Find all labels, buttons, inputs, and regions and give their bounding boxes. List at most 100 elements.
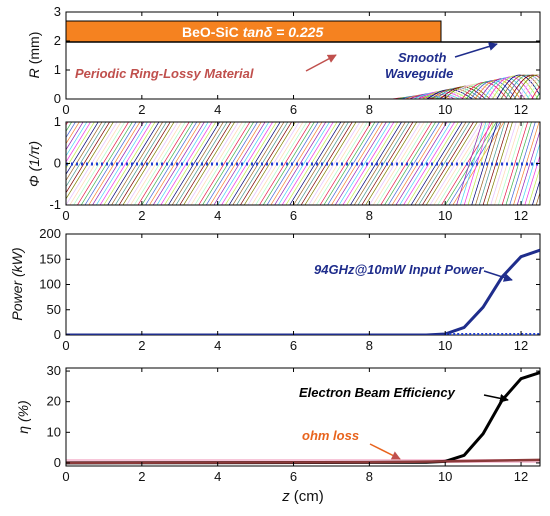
phase-line	[194, 122, 247, 205]
phase-line	[168, 122, 220, 205]
phase-line	[217, 122, 270, 205]
phase-line	[259, 122, 311, 205]
xtick-label: 6	[290, 469, 297, 484]
phase-line	[149, 122, 201, 205]
phase-line	[319, 122, 372, 205]
phase-line	[516, 129, 540, 205]
phase-line	[118, 122, 171, 205]
phase-line	[403, 122, 455, 205]
phase-line	[539, 203, 540, 205]
phase-line	[520, 142, 540, 205]
phase-line	[88, 122, 141, 205]
phase-line	[308, 122, 361, 205]
field-curve	[505, 74, 540, 99]
phase-line	[274, 122, 327, 205]
arrow-periodic-ring	[305, 54, 337, 72]
phase-line	[225, 122, 277, 205]
phase-line	[66, 122, 76, 139]
phase-line	[73, 122, 126, 205]
phase-line	[69, 122, 122, 205]
xtick-label: 12	[514, 338, 528, 353]
power-series-line	[66, 248, 540, 335]
xtick-label: 0	[62, 102, 69, 117]
field-curve	[522, 76, 540, 99]
phase-line	[179, 122, 232, 205]
phase-line	[399, 122, 452, 205]
xtick-label: 4	[214, 102, 221, 117]
ytick-label: 1	[54, 114, 61, 129]
phase-line	[152, 122, 205, 205]
ytick-label: 100	[39, 277, 61, 292]
phase-line	[66, 122, 91, 163]
field-curve	[513, 74, 540, 99]
phase-line	[418, 122, 471, 205]
ytick-label: 3	[54, 4, 61, 19]
phase-line	[357, 122, 410, 205]
xtick-label: 6	[290, 208, 297, 223]
xtick-label: 2	[138, 338, 145, 353]
phase-line	[66, 122, 80, 145]
xtick-label: 10	[438, 338, 452, 353]
ohm-loss-band	[66, 459, 540, 463]
xtick-label: 10	[438, 469, 452, 484]
phase-line	[342, 122, 395, 205]
phase-line	[232, 122, 285, 205]
phase-line	[84, 122, 137, 205]
xtick-label: 2	[138, 208, 145, 223]
phase-line	[66, 122, 84, 151]
phase-line	[289, 122, 342, 205]
xtick-label: 10	[438, 208, 452, 223]
phase-line	[334, 122, 387, 205]
phase-line	[486, 122, 513, 205]
phase-line	[209, 122, 262, 205]
phase-line	[312, 122, 364, 205]
phase-line	[327, 122, 380, 205]
panel-efficiency: Electron Beam Efficiency ohm loss 0 10 20 3…	[15, 363, 541, 470]
phase-line	[528, 166, 540, 205]
arrow-ohm-loss	[369, 443, 401, 460]
phase-line	[460, 122, 487, 205]
ytick-label: -1	[49, 197, 61, 212]
ylabel-efficiency: η (%)	[15, 400, 31, 433]
ylabel-radius: R(mm)	[26, 32, 42, 79]
xlabel: z (cm)	[281, 488, 324, 505]
phase-line	[384, 122, 436, 205]
ytick-label: 10	[47, 424, 61, 439]
ytick-label: 200	[39, 226, 61, 241]
phase-line	[323, 122, 376, 205]
panel-3-frame	[65, 233, 541, 336]
xtick-label: 8	[366, 469, 373, 484]
phase-line	[92, 122, 144, 205]
phase-line	[164, 122, 217, 205]
phase-line	[278, 122, 330, 205]
field-curve	[396, 95, 443, 99]
phase-line	[456, 122, 483, 205]
ytick-label: 50	[47, 302, 61, 317]
phase-line	[532, 179, 540, 205]
annotation-waveguide: Waveguide	[385, 66, 453, 81]
phase-line	[115, 122, 167, 205]
panel-phase: -1 0 1 Φ(1/π)	[26, 114, 541, 212]
ylabel-power: Power (kW)	[9, 247, 25, 320]
phase-line	[247, 122, 300, 205]
panel-radius: BeO-SiC tanδ = 0.225 Periodic Ring-Lossy…	[26, 4, 541, 106]
annotation-input-power: 94GHz@10mW Input Power	[314, 262, 484, 277]
xtick-label: 4	[214, 469, 221, 484]
phase-line	[198, 122, 251, 205]
phase-line	[66, 122, 107, 188]
phase-line	[103, 122, 156, 205]
phase-line	[467, 122, 494, 205]
xtick-label: 0	[62, 208, 69, 223]
xtick-label: 12	[514, 102, 528, 117]
xtick-label: 4	[214, 208, 221, 223]
phase-line	[99, 122, 152, 205]
ytick-label: 150	[39, 251, 61, 266]
xtick-label: 0	[62, 338, 69, 353]
panel-1-frame	[65, 11, 541, 100]
phase-line	[501, 122, 529, 205]
annotation-ohm-loss: ohm loss	[302, 428, 359, 443]
annotation-electron-beam-efficiency: Electron Beam Efficiency	[299, 385, 456, 400]
phase-line	[122, 122, 175, 205]
xtick-label: 6	[290, 338, 297, 353]
